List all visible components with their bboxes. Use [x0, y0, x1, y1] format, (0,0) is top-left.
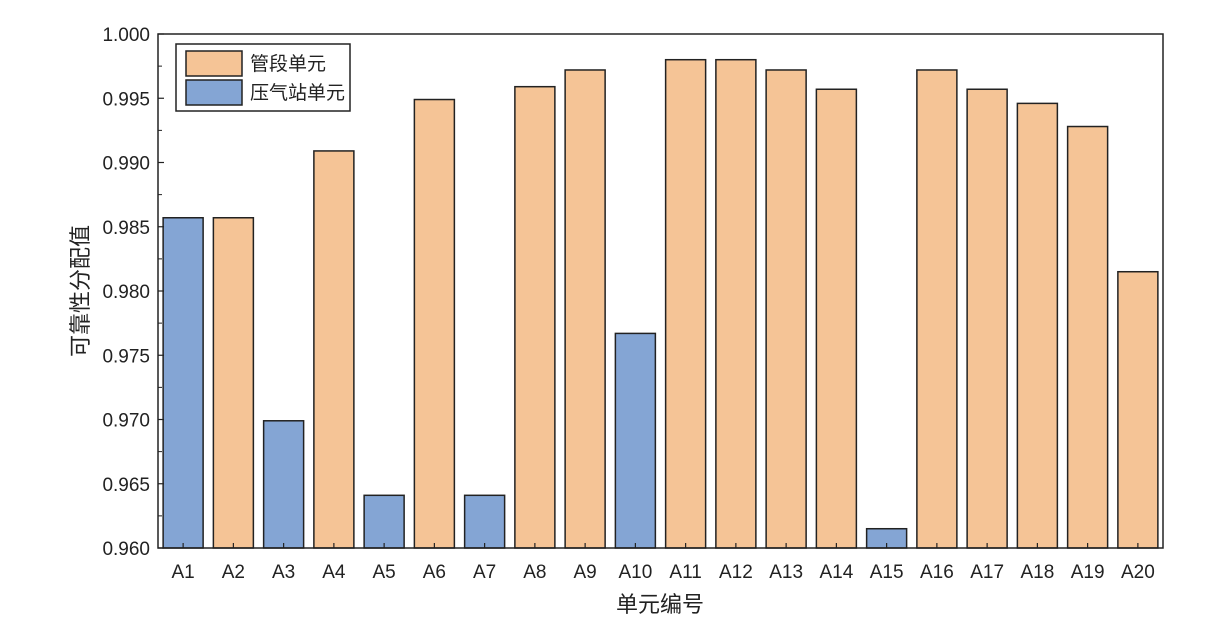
x-tick-label: A10 — [618, 562, 652, 583]
x-tick-label: A15 — [870, 562, 904, 583]
bar-A1 — [162, 217, 204, 549]
y-axis-label: 可靠性分配值 — [68, 225, 93, 357]
x-tick-label: A5 — [373, 562, 396, 583]
y-tick-label: 0.995 — [102, 89, 150, 110]
bar-A16 — [916, 69, 958, 549]
x-tick-label: A12 — [719, 562, 753, 583]
x-tick-label: A4 — [322, 562, 346, 583]
legend-swatch-station — [185, 79, 243, 106]
y-tick-label: 1.000 — [102, 25, 150, 46]
bar-A10 — [614, 332, 657, 549]
bar-A19 — [1066, 125, 1109, 549]
bar-A4 — [313, 150, 355, 549]
x-axis-label: 单元编号 — [616, 592, 704, 617]
y-tick-label: 0.975 — [102, 346, 150, 367]
bar-A13 — [765, 69, 807, 549]
x-tick-label: A9 — [574, 562, 597, 583]
legend-label-pipe: 管段单元 — [250, 53, 326, 75]
x-tick-label: A2 — [222, 562, 245, 583]
bar-A17 — [966, 88, 1008, 549]
x-tick-label: A13 — [769, 562, 803, 583]
bar-A12 — [715, 58, 757, 549]
bar-A2 — [212, 217, 255, 549]
x-tick-label: A1 — [172, 562, 195, 583]
x-tick-label: A7 — [473, 562, 496, 583]
bar-A3 — [262, 420, 305, 549]
x-tick-label: A14 — [819, 562, 853, 583]
x-tick-label: A11 — [669, 562, 701, 583]
x-tick-label: A16 — [920, 562, 954, 583]
y-tick-label: 0.960 — [102, 539, 150, 560]
y-tick-label: 0.980 — [102, 282, 150, 303]
bar-A14 — [815, 88, 858, 549]
y-tick-label: 0.970 — [102, 411, 150, 432]
x-tick-label: A6 — [423, 562, 446, 583]
x-tick-label: A3 — [272, 562, 295, 583]
legend: 管段单元 压气站单元 — [175, 43, 351, 112]
bar-A11 — [664, 58, 707, 549]
bar-A5 — [363, 494, 405, 549]
y-tick-label: 0.985 — [102, 218, 150, 239]
x-tick-label: A8 — [523, 562, 546, 583]
bar-A20 — [1117, 270, 1159, 549]
y-tick-label: 0.990 — [102, 154, 150, 175]
legend-swatch-pipe — [185, 50, 243, 77]
x-tick-label: A18 — [1020, 562, 1054, 583]
y-tick-label: 0.965 — [102, 475, 150, 496]
legend-label-station: 压气站单元 — [250, 82, 345, 104]
bar-A8 — [514, 85, 556, 549]
bar-A7 — [463, 494, 506, 549]
x-tick-label: A20 — [1121, 562, 1155, 583]
bar-A9 — [564, 69, 606, 549]
bar-A6 — [413, 98, 456, 549]
x-tick-label: A17 — [970, 562, 1004, 583]
x-tick-label: A19 — [1071, 562, 1105, 583]
bar-A18 — [1016, 102, 1059, 549]
